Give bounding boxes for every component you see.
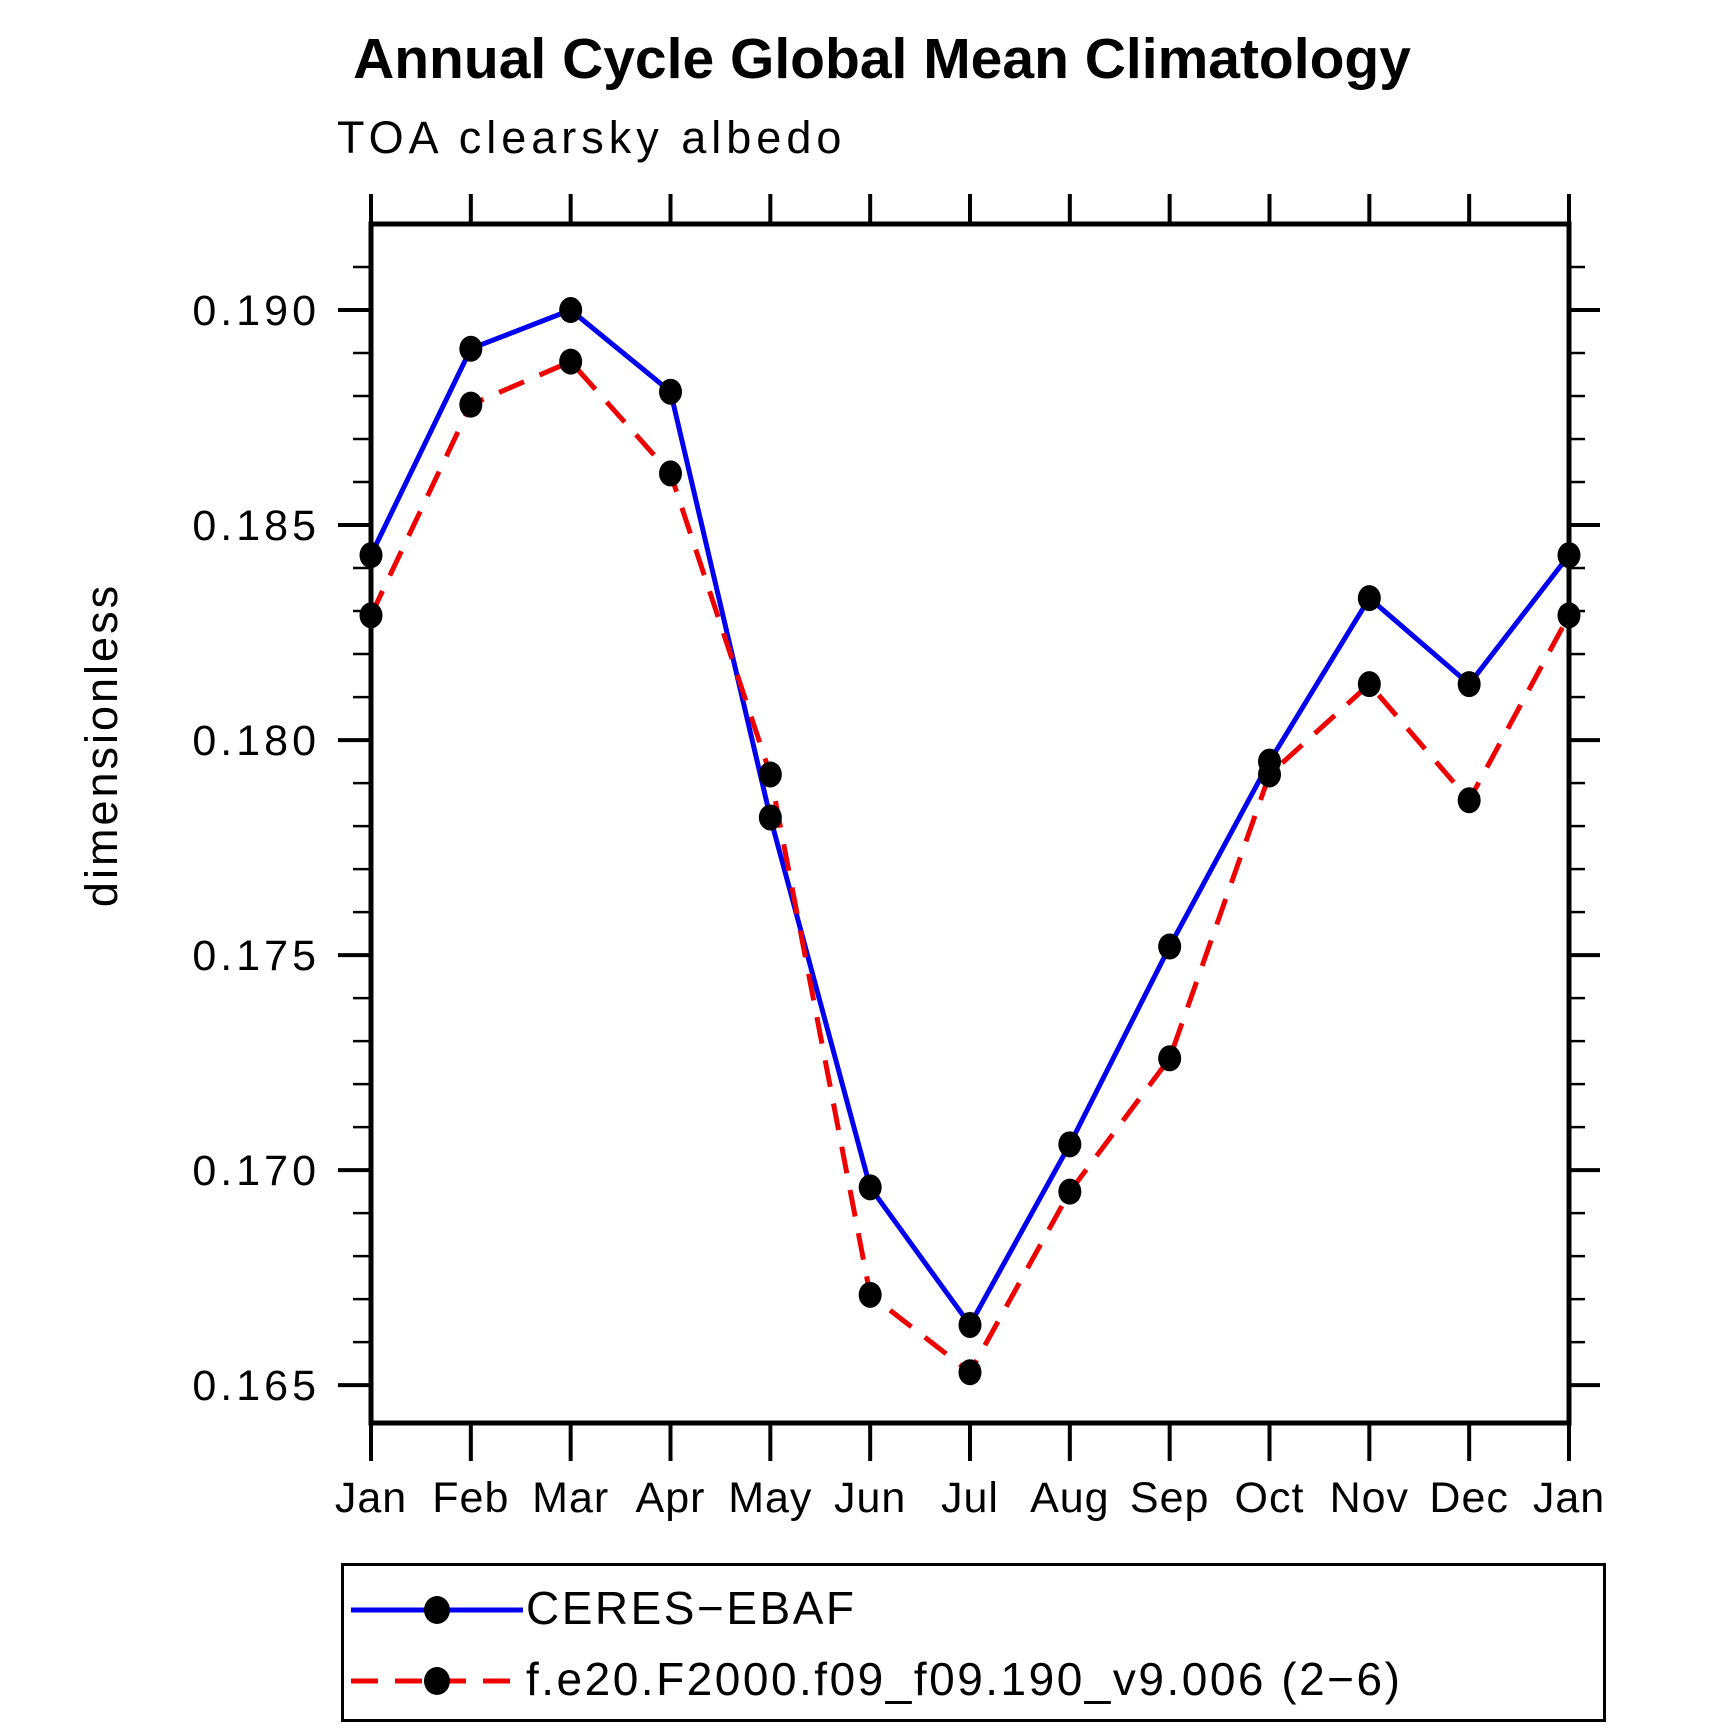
data-point-series-0 bbox=[758, 804, 782, 831]
data-point-series-0 bbox=[659, 378, 682, 405]
data-point-series-1 bbox=[1357, 671, 1381, 698]
data-point-series-1 bbox=[1058, 1178, 1082, 1205]
x-tick-label: Jun bbox=[834, 1474, 906, 1522]
data-point-series-1 bbox=[858, 1281, 882, 1308]
x-tick-label: Jan bbox=[335, 1474, 407, 1522]
data-point-series-1 bbox=[1457, 787, 1481, 814]
series-line-0 bbox=[368, 307, 1571, 1328]
y-tick-label: 0.175 bbox=[192, 932, 320, 980]
y-tick-label: 0.165 bbox=[192, 1362, 320, 1410]
x-tick-label: Oct bbox=[1235, 1474, 1305, 1522]
chart-subtitle: TOA clearsky albedo bbox=[337, 112, 847, 163]
x-tick-label: Aug bbox=[1030, 1474, 1110, 1522]
data-point-series-0 bbox=[858, 1174, 882, 1201]
data-point-series-0 bbox=[1557, 542, 1581, 569]
data-point-series-0 bbox=[1058, 1131, 1082, 1158]
x-tick-label: Jan bbox=[1533, 1474, 1605, 1522]
legend-swatch bbox=[351, 1667, 523, 1695]
legend-swatch bbox=[351, 1596, 523, 1624]
y-tick-label: 0.170 bbox=[192, 1147, 320, 1195]
x-tick-label: Mar bbox=[532, 1474, 609, 1522]
data-point-series-0 bbox=[559, 297, 583, 324]
x-tick-label: Sep bbox=[1130, 1474, 1210, 1522]
data-point-series-1 bbox=[459, 391, 483, 418]
x-tick-label: Nov bbox=[1330, 1474, 1409, 1522]
data-point-series-1 bbox=[559, 348, 583, 375]
legend-marker-dot bbox=[424, 1667, 450, 1695]
data-point-series-0 bbox=[359, 542, 383, 569]
data-point-series-0 bbox=[1457, 671, 1481, 698]
legend-marker-dot bbox=[424, 1596, 450, 1624]
data-point-series-0 bbox=[1158, 933, 1182, 960]
data-point-series-0 bbox=[1357, 585, 1381, 612]
x-tick-label: Jul bbox=[941, 1474, 999, 1522]
legend-label: CERES−EBAF bbox=[526, 1581, 857, 1634]
legend-label: f.e20.F2000.f09_f09.190_v9.006 (2−6) bbox=[526, 1652, 1403, 1705]
y-tick-label: 0.180 bbox=[192, 717, 320, 765]
plot-frame bbox=[368, 221, 1572, 1426]
data-point-series-1 bbox=[1557, 602, 1581, 629]
x-tick-label: Feb bbox=[432, 1474, 509, 1522]
chart-title: Annual Cycle Global Mean Climatology bbox=[353, 27, 1411, 91]
y-tick-label: 0.190 bbox=[192, 287, 320, 335]
data-point-series-1 bbox=[659, 460, 682, 487]
data-point-series-1 bbox=[1258, 761, 1281, 788]
data-point-series-1 bbox=[359, 602, 383, 629]
series-line-1 bbox=[368, 359, 1572, 1375]
y-tick-label: 0.185 bbox=[192, 502, 320, 550]
x-tick-label: Dec bbox=[1429, 1474, 1508, 1522]
data-point-series-1 bbox=[758, 761, 782, 788]
legend: CERES−EBAF f.e20.F2000.f09_f09.190_v9.00… bbox=[341, 1563, 1606, 1722]
data-point-series-1 bbox=[958, 1359, 982, 1386]
x-tick-label: May bbox=[728, 1474, 812, 1522]
x-tick-label: Apr bbox=[636, 1474, 706, 1522]
data-point-series-0 bbox=[459, 335, 483, 362]
data-point-series-0 bbox=[958, 1311, 982, 1338]
data-point-series-1 bbox=[1158, 1045, 1182, 1072]
